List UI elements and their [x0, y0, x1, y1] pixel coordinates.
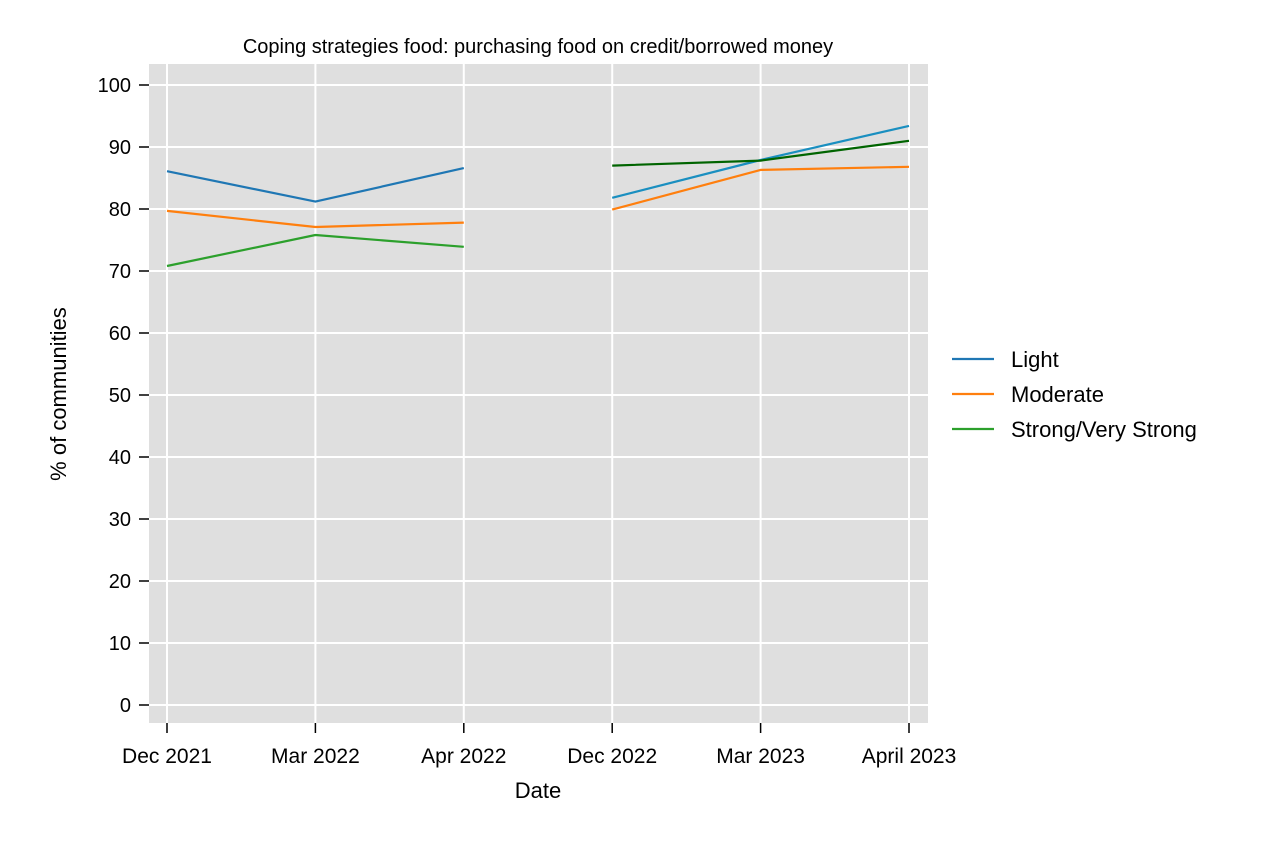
x-axis-label: Date: [515, 778, 561, 803]
legend-label: Strong/Very Strong: [1011, 417, 1197, 442]
x-tick-label: Mar 2023: [716, 745, 805, 768]
series-line: [612, 139, 910, 167]
y-tick-label: 0: [120, 695, 131, 717]
x-tick-label: Dec 2022: [567, 745, 657, 768]
x-gridlines: [166, 64, 910, 723]
y-tick-label: 10: [109, 633, 131, 655]
x-tick-label: April 2023: [862, 745, 957, 768]
y-tick-label: 30: [109, 509, 131, 531]
x-tick-label: Apr 2022: [421, 745, 506, 768]
y-tick-label: 20: [109, 571, 131, 593]
legend-label: Light: [1011, 347, 1059, 372]
y-tick-label: 50: [109, 385, 131, 407]
y-tick-label: 90: [109, 137, 131, 159]
x-tick-label: Mar 2022: [271, 745, 360, 768]
series-line: [166, 209, 464, 229]
series-line: [166, 167, 465, 203]
y-gridlines: [149, 84, 928, 706]
legend: Light Moderate Strong/Very Strong: [952, 347, 1197, 442]
series-lines: [166, 124, 910, 268]
plot-area: [149, 64, 928, 723]
y-tick-label: 40: [109, 447, 131, 469]
y-axis: 0 10 20 30 40 50 60 70 80 90 100: [98, 75, 149, 717]
chart-title: Coping strategies food: purchasing food …: [243, 36, 833, 58]
y-tick-label: 100: [98, 75, 131, 97]
legend-label: Moderate: [1011, 382, 1104, 407]
series-line: [166, 233, 464, 268]
series-line: [611, 165, 910, 211]
y-tick-label: 70: [109, 261, 131, 283]
y-axis-label: % of communities: [46, 307, 71, 481]
y-tick-label: 80: [109, 199, 131, 221]
x-tick-label: Dec 2021: [122, 745, 212, 768]
x-axis: Dec 2021 Mar 2022 Apr 2022 Dec 2022 Mar 2023…: [122, 723, 956, 768]
y-tick-label: 60: [109, 323, 131, 345]
